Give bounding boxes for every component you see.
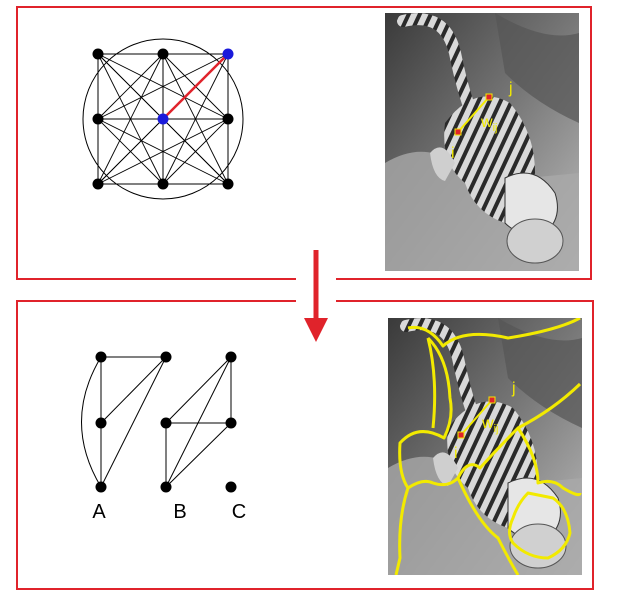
pixel-i-marker: [457, 431, 465, 439]
graph-node: [222, 113, 234, 125]
graph-node: [157, 48, 169, 60]
contour-tiger-back: [398, 336, 582, 490]
weight-edge: [457, 96, 490, 133]
down-arrow: [304, 250, 328, 342]
segmentation-contours: [394, 318, 582, 575]
graph-edge: [97, 118, 164, 185]
graph-node: [92, 178, 104, 190]
graph-edge: [97, 53, 164, 120]
graph-node-selected: [157, 113, 169, 125]
partitioned-graph: A B C: [81, 351, 246, 523]
segment-a-edges: [81, 356, 167, 488]
highlighted-edge: [162, 53, 229, 120]
contour-top: [407, 318, 581, 348]
graph-edge: [162, 118, 229, 185]
segment-label-c: C: [232, 501, 246, 523]
segment-label-b: B: [173, 501, 186, 523]
graph-edge: [97, 118, 229, 185]
contour-tail: [426, 337, 437, 429]
tiger-photo-bottom: j i wij: [388, 318, 582, 575]
graph-node: [92, 113, 104, 125]
pixel-j-marker: [485, 93, 493, 101]
label-j: j: [511, 380, 516, 397]
contour-ball: [508, 491, 572, 560]
tiger-photo-top: j i wij: [385, 13, 579, 271]
graph-node: [157, 178, 169, 190]
graph-edge: [97, 53, 229, 120]
graph-node: [92, 48, 104, 60]
pixel-j-marker: [488, 396, 496, 404]
segment-label-a: A: [92, 501, 106, 523]
pixel-i-marker: [454, 128, 462, 136]
segment-b-edges: [165, 356, 232, 488]
weight-edge: [460, 399, 493, 436]
label-j: j: [508, 80, 513, 97]
label-i: i: [451, 145, 455, 162]
ball: [506, 218, 564, 264]
graph-outer-circle: [82, 38, 244, 200]
contour-body: [456, 477, 520, 575]
contour-left: [394, 487, 410, 575]
graph-nodes: [92, 48, 234, 190]
tiger-leg: [433, 452, 458, 486]
label-weight: wij: [480, 114, 497, 134]
graph-node-selected: [222, 48, 234, 60]
contour-head: [516, 427, 582, 497]
label-i: i: [454, 445, 458, 462]
full-graph: [82, 38, 244, 200]
segment-nodes: [95, 351, 237, 493]
tiger-leg: [430, 147, 455, 181]
label-weight: wij: [481, 415, 498, 435]
graph-node: [222, 178, 234, 190]
rock-wall: [495, 13, 579, 123]
